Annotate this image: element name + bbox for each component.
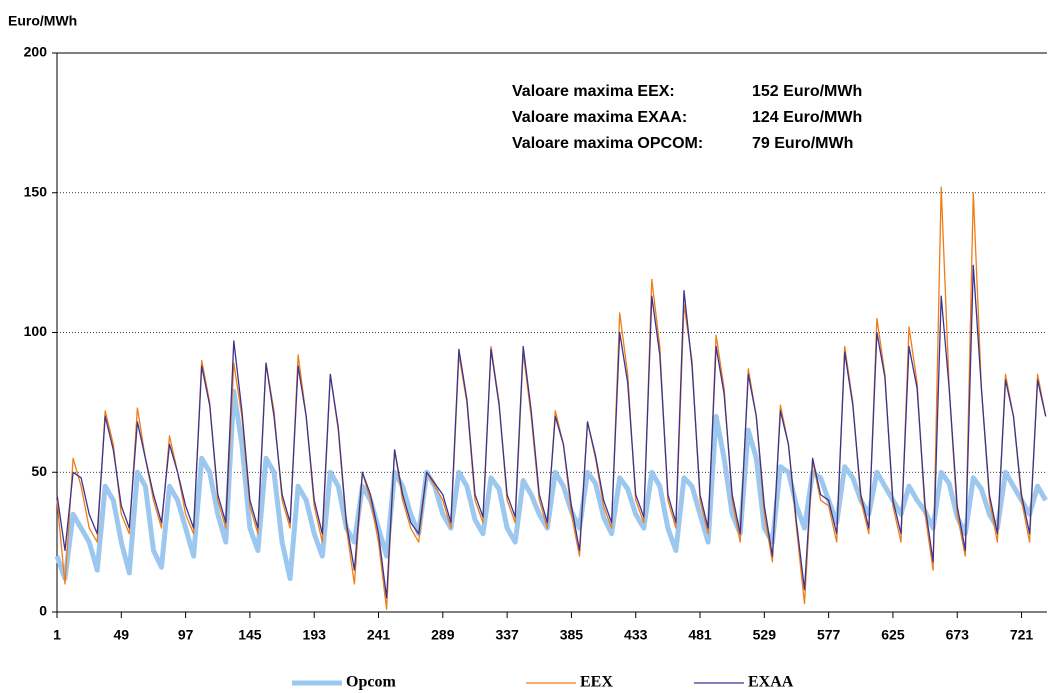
x-tick-label: 145 [238, 627, 262, 643]
annotation-text: Valoare maxima EEX: [512, 83, 675, 100]
series-line [56, 186, 1047, 610]
x-tick-label: 577 [817, 627, 841, 643]
y-tick-label: 200 [24, 44, 48, 60]
x-tick-label: 241 [367, 627, 391, 643]
annotation-value: 152 Euro/MWh [752, 83, 862, 100]
y-tick-label: 0 [39, 603, 47, 619]
legend-label: EEX [580, 674, 613, 691]
annotation-value: 79 Euro/MWh [752, 135, 853, 152]
x-tick-label: 49 [114, 627, 130, 643]
series-line [54, 388, 1048, 581]
annotation-text: Valoare maxima OPCOM: [512, 135, 703, 152]
y-tick-label: 150 [24, 183, 48, 199]
y-axis-label: Euro/MWh [8, 13, 77, 29]
x-tick-label: 385 [560, 627, 584, 643]
legend-label: Opcom [346, 674, 396, 691]
annotation-value: 124 Euro/MWh [752, 109, 862, 126]
x-tick-label: 529 [753, 627, 777, 643]
legend-label: EXAA [748, 674, 794, 691]
x-tick-label: 433 [624, 627, 648, 643]
x-tick-label: 481 [688, 627, 712, 643]
annotation-text: Valoare maxima EXAA: [512, 109, 687, 126]
x-tick-label: 673 [946, 627, 970, 643]
series-line [56, 264, 1047, 599]
x-tick-label: 337 [495, 627, 519, 643]
x-tick-label: 625 [881, 627, 905, 643]
x-tick-label: 1 [53, 627, 61, 643]
x-tick-label: 97 [178, 627, 194, 643]
y-tick-label: 100 [24, 323, 48, 339]
x-tick-label: 193 [303, 627, 327, 643]
x-tick-label: 289 [431, 627, 455, 643]
x-tick-label: 721 [1010, 627, 1034, 643]
y-tick-label: 50 [31, 463, 47, 479]
